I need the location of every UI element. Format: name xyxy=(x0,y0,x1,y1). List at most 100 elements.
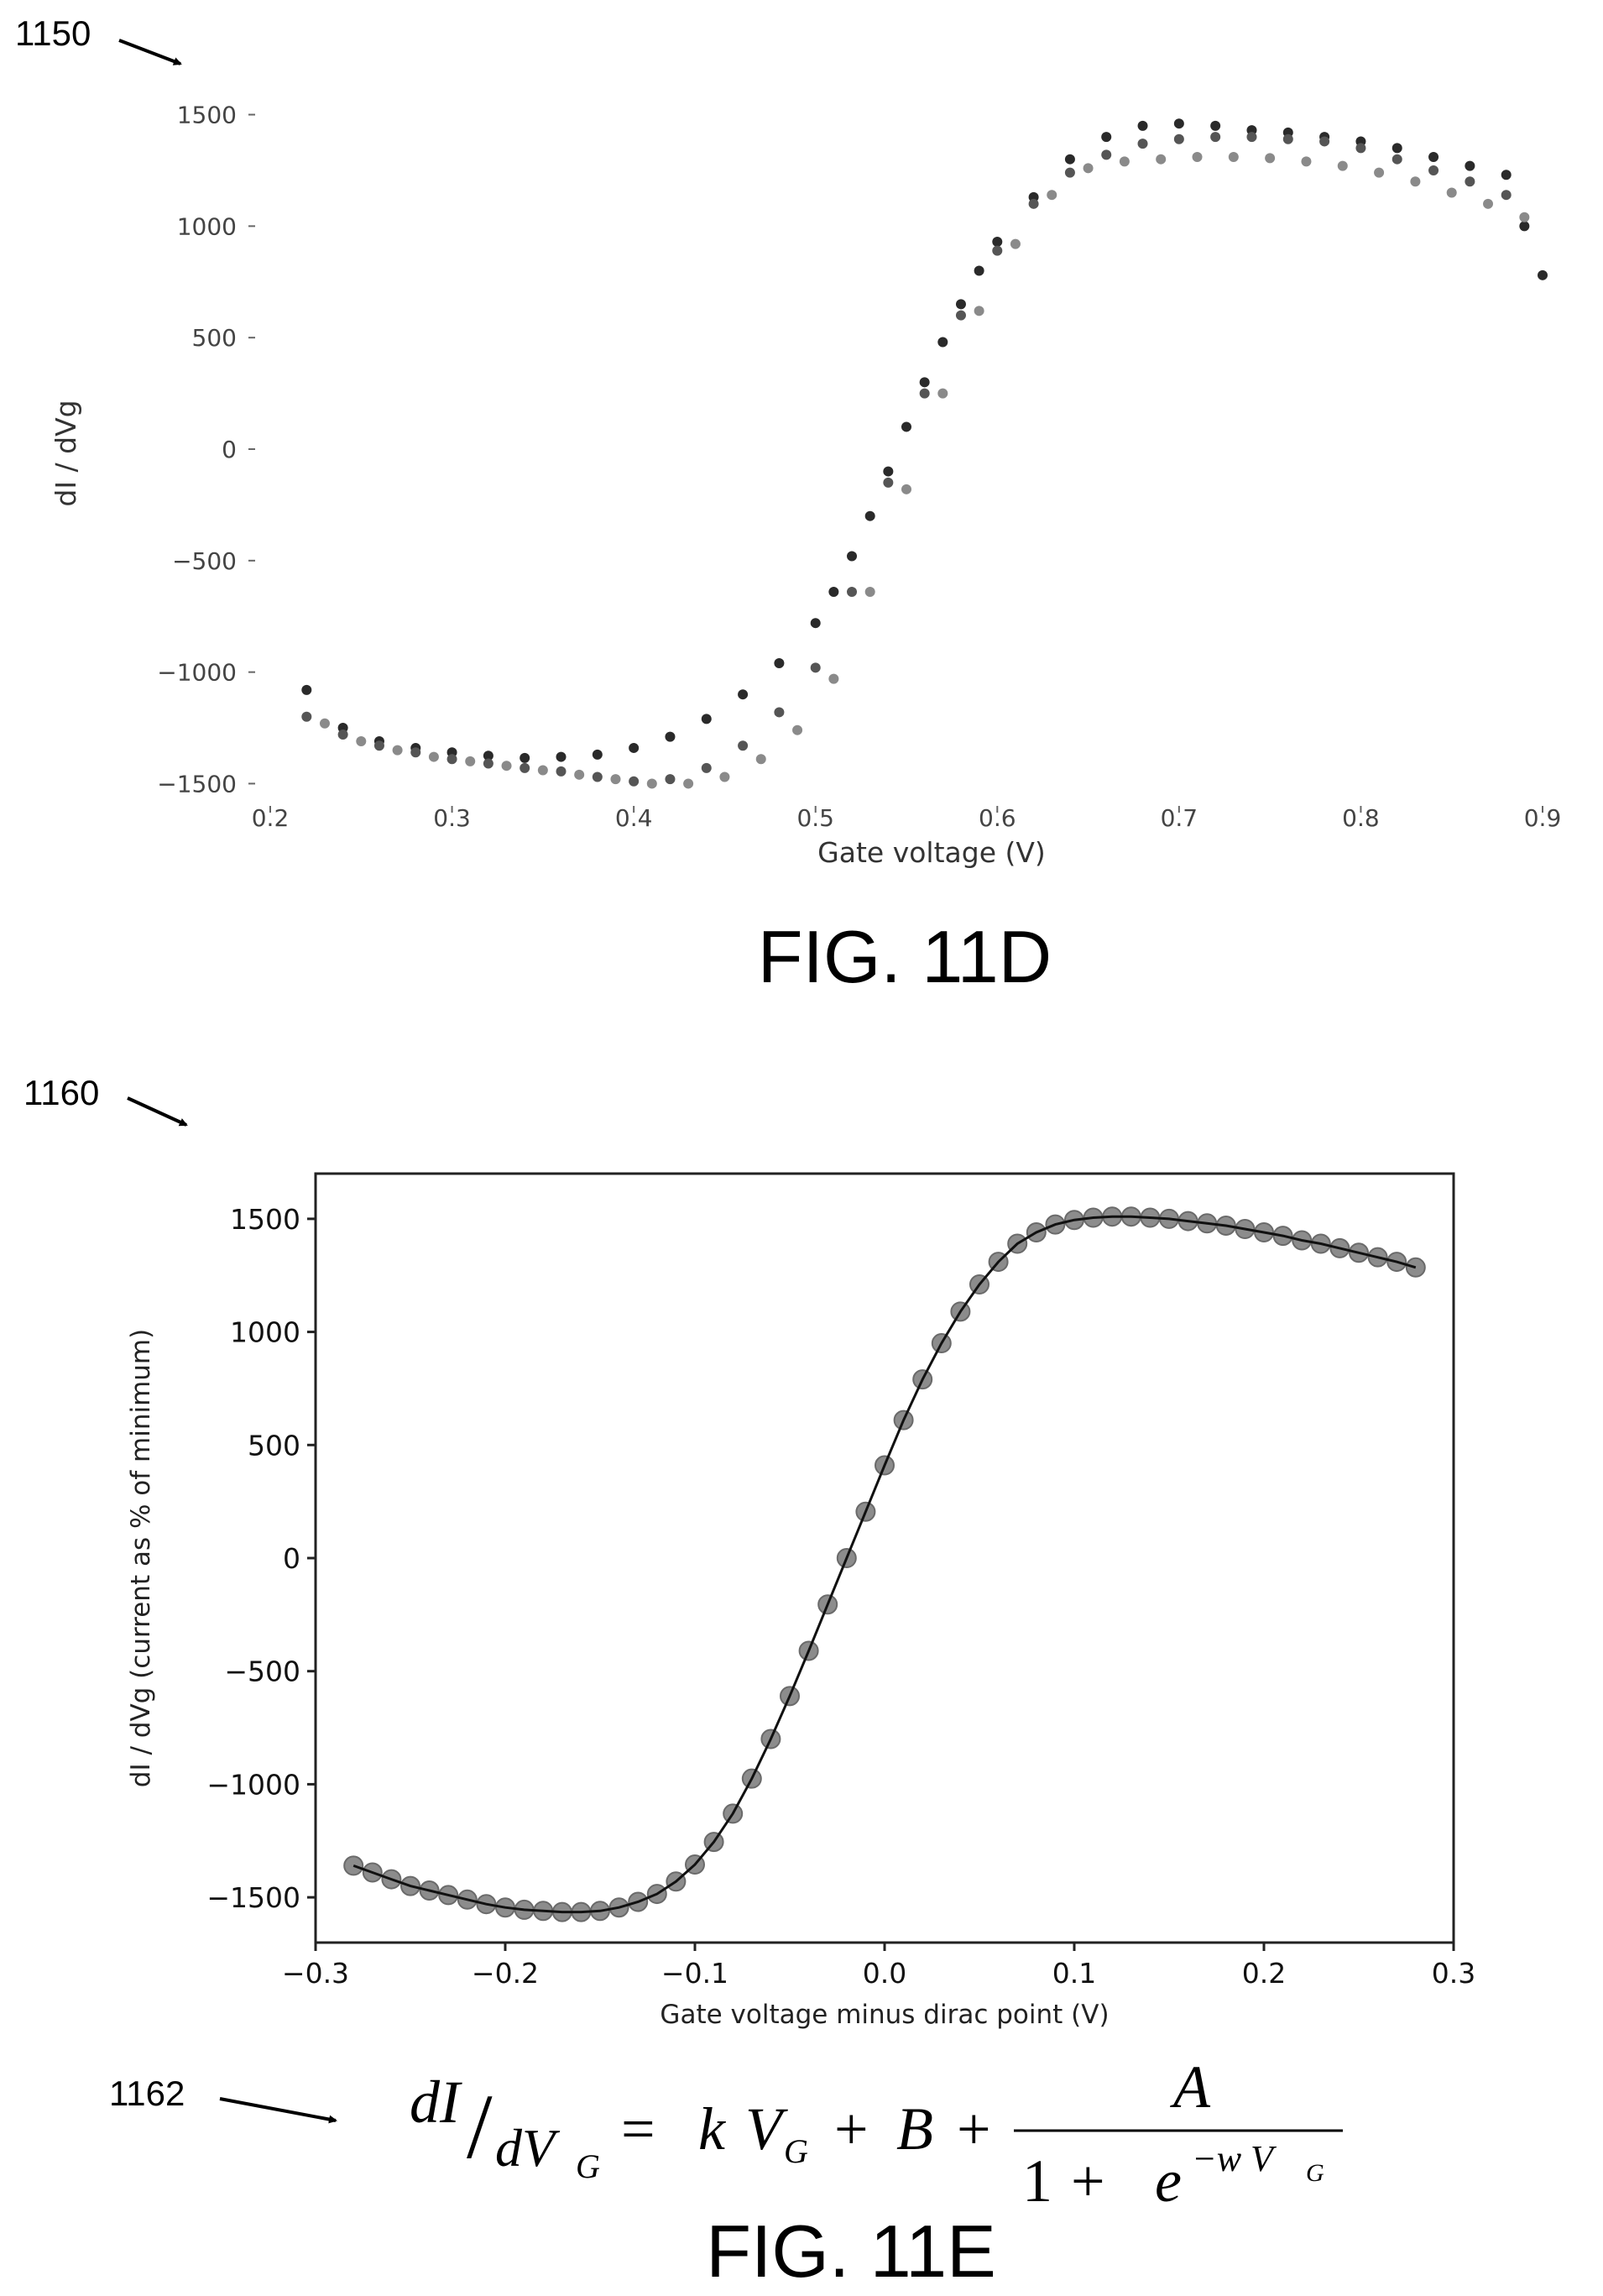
equation-k: k xyxy=(698,2095,727,2163)
data-point-11d-series-1 xyxy=(1428,152,1439,163)
data-point-11d-series-3 xyxy=(937,388,948,399)
data-point-11d-series-2 xyxy=(774,707,785,718)
reference-arrow-1160 xyxy=(127,1096,188,1127)
data-point-11d-series-3 xyxy=(1192,152,1203,163)
y-tick-label-11e: −1000 xyxy=(206,1768,300,1801)
y-axis-ticks-11d: −1500 −1000 −500 0 500 1000 1500 xyxy=(157,102,255,798)
x-tick-label-11e: 0.1 xyxy=(1052,1957,1096,1990)
data-point-11d-series-2 xyxy=(483,758,493,769)
data-point-11d-series-1 xyxy=(556,751,567,762)
data-point-11d-series-2 xyxy=(992,245,1003,256)
x-tick-label-11e: 0.2 xyxy=(1242,1957,1286,1990)
equation-v-subscript: G xyxy=(784,2132,808,2170)
equation-denominator-plus: + xyxy=(1071,2147,1105,2215)
x-tick-label-11d: 0.7 xyxy=(1161,804,1198,832)
data-point-11d-series-2 xyxy=(810,662,821,673)
data-point-11d-series-1 xyxy=(847,551,858,562)
data-point-11d-series-2 xyxy=(410,747,421,758)
data-point-11d-series-1 xyxy=(810,618,821,629)
data-point-11d-series-3 xyxy=(1301,156,1312,167)
x-tick-label-11e: −0.2 xyxy=(472,1957,539,1990)
data-point-11d-series-2 xyxy=(446,754,457,765)
data-point-11d-series-3 xyxy=(901,484,911,494)
data-point-11d-series-3 xyxy=(974,306,984,316)
data-point-11d-series-3 xyxy=(1156,154,1167,165)
y-tick-label-11e: 0 xyxy=(283,1542,300,1575)
equation-lhs-subscript: G xyxy=(576,2147,600,2185)
data-point-11d-series-2 xyxy=(1101,149,1112,160)
data-point-11d-series-3 xyxy=(1010,238,1021,249)
figure-caption-11e: FIG. 11E xyxy=(706,2210,996,2293)
equation-numerator-a: A xyxy=(1170,2053,1211,2121)
data-point-11d-series-3 xyxy=(1047,190,1057,201)
data-point-11d-series-1 xyxy=(774,658,785,668)
data-point-11d-series-3 xyxy=(792,724,803,735)
data-point-11d-series-2 xyxy=(301,711,312,722)
y-tick-label-11d: −500 xyxy=(172,547,237,575)
equation-plus-2: + xyxy=(957,2095,991,2163)
data-point-11e xyxy=(1405,1257,1426,1278)
x-tick-label-11d: 0.9 xyxy=(1524,804,1562,832)
data-point-11d-series-1 xyxy=(1501,170,1512,180)
data-point-11d-series-2 xyxy=(1028,198,1039,209)
reference-numeral-1160: 1160 xyxy=(23,1073,99,1112)
data-point-11d-series-2 xyxy=(1173,133,1184,144)
data-point-11d-series-1 xyxy=(701,714,712,724)
x-tick-label-11d: 0.6 xyxy=(979,804,1016,832)
data-point-11d-series-2 xyxy=(1282,133,1293,144)
data-point-11d-series-3 xyxy=(1119,156,1130,167)
data-point-11d-series-2 xyxy=(629,776,640,787)
data-point-11d-series-2 xyxy=(1210,132,1221,143)
data-point-11d-series-3 xyxy=(646,778,657,789)
data-point-11d-series-3 xyxy=(1265,153,1276,164)
data-point-11d-series-2 xyxy=(556,766,567,777)
x-tick-label-11d: 0.5 xyxy=(796,804,834,832)
data-point-11d-series-1 xyxy=(883,466,894,477)
reference-arrow-1150 xyxy=(118,39,182,65)
data-point-11d-series-2 xyxy=(1501,190,1512,201)
data-point-11d-series-2 xyxy=(1465,176,1475,187)
data-point-11d-series-3 xyxy=(828,673,839,684)
x-tick-label-11e: 0.0 xyxy=(863,1957,906,1990)
x-axis-label-11d: Gate voltage (V) xyxy=(817,836,1046,869)
data-point-11d-series-2 xyxy=(738,740,749,751)
y-tick-label-11d: 500 xyxy=(192,324,237,352)
data-point-11d-series-3 xyxy=(501,761,512,771)
y-axis-label-11d: dI / dVg xyxy=(50,400,82,506)
data-point-11d-series-2 xyxy=(919,388,930,399)
data-point-11d-series-1 xyxy=(1519,221,1530,232)
data-point-11d-series-2 xyxy=(665,774,676,785)
data-point-11d-series-2 xyxy=(337,730,348,740)
data-point-11d-series-3 xyxy=(1410,176,1421,187)
data-point-11d-series-2 xyxy=(373,740,384,751)
x-axis-ticks-11d: 0.2 0.3 0.4 0.5 0.6 0.7 0.8 0.9 xyxy=(252,804,1562,832)
data-point-11d-series-3 xyxy=(356,735,367,746)
scatter-points-11d xyxy=(301,118,1548,789)
data-point-11d-series-1 xyxy=(1392,143,1402,154)
data-point-11d-series-1 xyxy=(828,587,839,597)
fit-equation: dI / dV G = k V G + B + A 1 + e −w V G xyxy=(410,2053,1343,2215)
y-tick-label-11e: 1500 xyxy=(230,1203,300,1236)
x-tick-label-11d: 0.8 xyxy=(1342,804,1380,832)
data-point-11d-series-3 xyxy=(465,756,476,766)
x-tick-label-11e: −0.1 xyxy=(661,1957,728,1990)
data-point-11d-series-3 xyxy=(392,745,403,756)
equation-equals: = xyxy=(621,2095,655,2163)
data-point-11d-series-2 xyxy=(883,477,894,488)
data-point-11d-series-2 xyxy=(1137,139,1148,149)
y-tick-label-11e: −500 xyxy=(224,1655,300,1688)
data-point-11d-series-3 xyxy=(1337,160,1348,171)
data-point-11d-series-3 xyxy=(537,765,548,776)
data-point-11d-series-3 xyxy=(1228,152,1239,163)
data-point-11d-series-1 xyxy=(665,731,676,742)
data-point-11d-series-2 xyxy=(847,587,858,597)
y-tick-label-11e: 500 xyxy=(248,1429,300,1462)
data-point-11d-series-2 xyxy=(1392,154,1402,165)
data-point-11d-series-1 xyxy=(1210,120,1221,131)
data-point-11d-series-1 xyxy=(974,265,984,276)
equation-lhs-denominator: dV xyxy=(495,2118,561,2178)
y-axis-label-11e: dI / dVg (current as % of minimum) xyxy=(126,1329,156,1787)
equation-lhs-numerator: dI xyxy=(410,2068,462,2136)
